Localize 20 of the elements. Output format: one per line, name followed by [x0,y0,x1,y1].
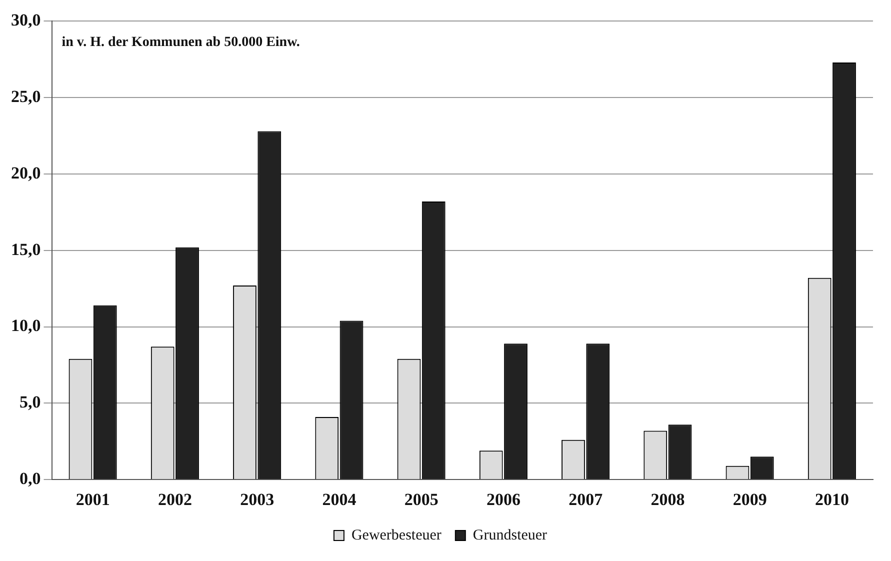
legend-label: Gewerbesteuer [351,527,442,544]
x-tick-label: 2005 [404,490,438,510]
text: in v. H. der Kommunen ab 50.000 Einw. [62,34,300,50]
y-tick-label: 30,0 [11,10,41,30]
x-tick-label: 2007 [568,490,604,510]
y-tick-label: 10,0 [11,316,41,336]
y-tick-label: 0,0 [20,468,41,488]
y-tick-label: 20,0 [11,163,41,182]
x-tick-label: 2002 [158,490,192,510]
y-tick-label: 15,0 [11,240,41,259]
legend-label: Grundsteuer [472,527,548,544]
x-tick-label: 2008 [650,490,685,510]
x-tick-label: 2003 [240,490,274,510]
x-tick-label: 2006 [486,490,520,510]
x-tick-label: 2009 [732,490,767,510]
y-tick-label: 5,0 [20,392,41,412]
y-tick-label: 25,0 [11,86,41,106]
x-tick-label: 2010 [814,490,849,510]
x-tick-label: 2001 [76,490,110,510]
x-tick-label: 2004 [322,490,357,510]
